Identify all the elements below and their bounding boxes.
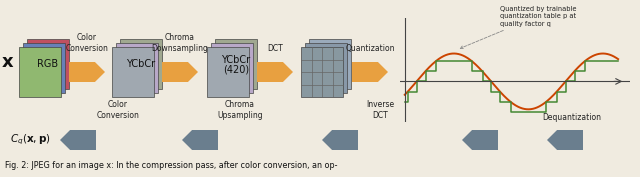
- Polygon shape: [547, 130, 583, 150]
- Text: Quantization: Quantization: [345, 44, 395, 53]
- Text: Quantized by trainable
quantization table p at
quality factor q: Quantized by trainable quantization tabl…: [460, 6, 576, 48]
- Polygon shape: [322, 130, 358, 150]
- FancyBboxPatch shape: [207, 47, 249, 97]
- Text: (420): (420): [223, 64, 249, 74]
- Polygon shape: [182, 130, 218, 150]
- Text: $C_q(\mathbf{x}, \mathbf{p})$: $C_q(\mathbf{x}, \mathbf{p})$: [10, 133, 51, 147]
- FancyBboxPatch shape: [23, 43, 65, 93]
- FancyBboxPatch shape: [120, 39, 162, 89]
- FancyBboxPatch shape: [215, 39, 257, 89]
- FancyBboxPatch shape: [301, 47, 343, 97]
- Text: YCbCr: YCbCr: [127, 59, 156, 69]
- FancyBboxPatch shape: [27, 39, 69, 89]
- Text: Chroma
Downsampling: Chroma Downsampling: [152, 33, 209, 53]
- Polygon shape: [162, 62, 198, 82]
- Text: DCT: DCT: [267, 44, 283, 53]
- Text: YCbCr: YCbCr: [221, 55, 251, 65]
- Polygon shape: [257, 62, 293, 82]
- Polygon shape: [69, 62, 105, 82]
- Text: RGB: RGB: [37, 59, 59, 69]
- FancyBboxPatch shape: [19, 47, 61, 97]
- FancyBboxPatch shape: [309, 39, 351, 89]
- Text: Color
Conversion: Color Conversion: [65, 33, 108, 53]
- Text: Color
Conversion: Color Conversion: [97, 100, 140, 120]
- Text: Fig. 2: JPEG for an image x: In the compression pass, after color conversion, an: Fig. 2: JPEG for an image x: In the comp…: [5, 161, 337, 170]
- Text: Chroma
Upsampling: Chroma Upsampling: [217, 100, 263, 120]
- Text: Inverse
DCT: Inverse DCT: [366, 100, 394, 120]
- Polygon shape: [352, 62, 388, 82]
- FancyBboxPatch shape: [116, 43, 158, 93]
- FancyBboxPatch shape: [305, 43, 347, 93]
- Polygon shape: [462, 130, 498, 150]
- Polygon shape: [60, 130, 96, 150]
- Text: $\mathbf{x}$: $\mathbf{x}$: [1, 53, 15, 71]
- FancyBboxPatch shape: [211, 43, 253, 93]
- Text: Dequantization: Dequantization: [543, 113, 602, 122]
- FancyBboxPatch shape: [112, 47, 154, 97]
